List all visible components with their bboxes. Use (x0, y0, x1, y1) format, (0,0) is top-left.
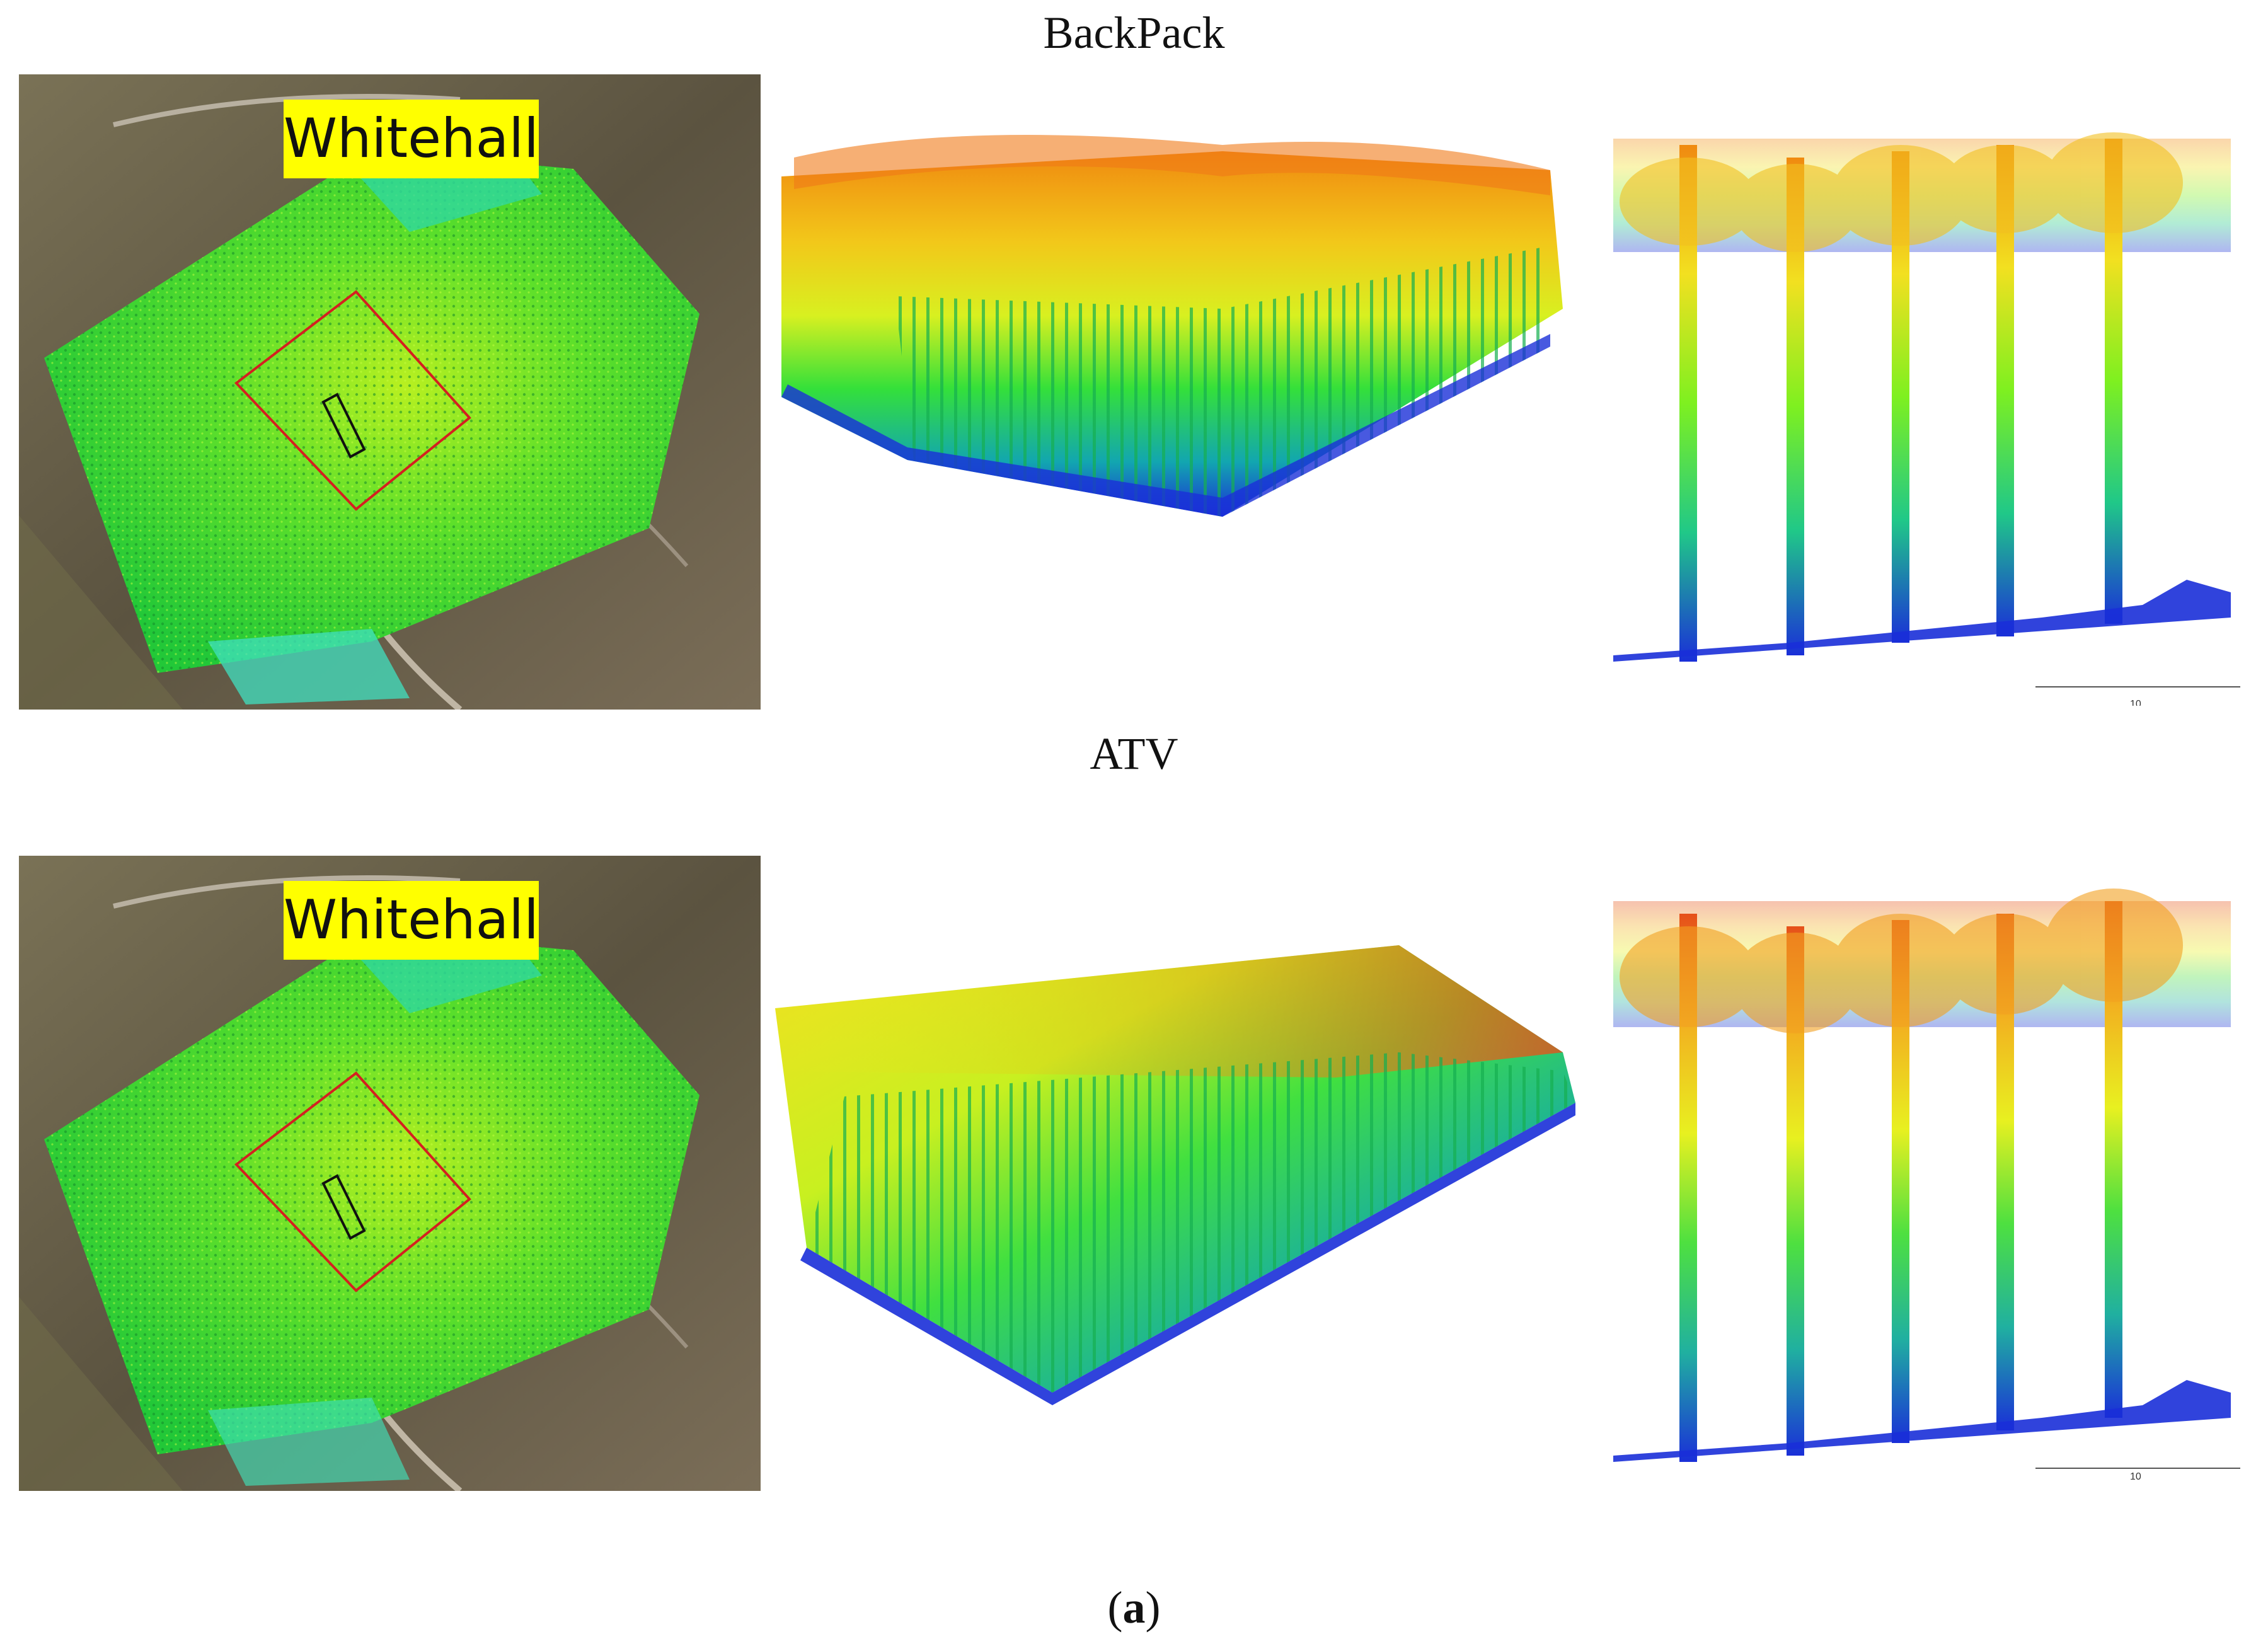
scale-bar-label: 10 (2130, 1471, 2141, 1481)
tree-profile-cloud: 10 (1601, 876, 2268, 1481)
figure-caption: (a) (0, 1582, 2268, 1634)
aerial-map-image (19, 74, 761, 710)
caption-open-paren: ( (1107, 1582, 1123, 1633)
point-cloud-3d-image (781, 135, 1563, 517)
tree-profile-image: 10 (1613, 132, 2240, 706)
forest-point-cloud-3d (769, 907, 1601, 1475)
map-label-whitehall: Whitehall (284, 100, 539, 178)
tree-profile-image: 10 (1613, 889, 2240, 1481)
aerial-map-panel: Whitehall (19, 74, 761, 710)
point-cloud-3d-image (775, 945, 1575, 1405)
row-title-backpack: BackPack (1043, 8, 1225, 58)
aerial-map-panel: Whitehall (19, 856, 761, 1491)
forest-point-cloud-3d (769, 107, 1601, 674)
map-label-whitehall: Whitehall (284, 881, 539, 960)
caption-close-paren: ) (1145, 1582, 1161, 1633)
caption-letter: a (1122, 1582, 1146, 1633)
scale-bar-label: 10 (2130, 699, 2141, 706)
tree-profile-cloud: 10 (1601, 101, 2268, 706)
row-title-atv: ATV (1090, 728, 1178, 779)
aerial-map-image (19, 856, 761, 1491)
